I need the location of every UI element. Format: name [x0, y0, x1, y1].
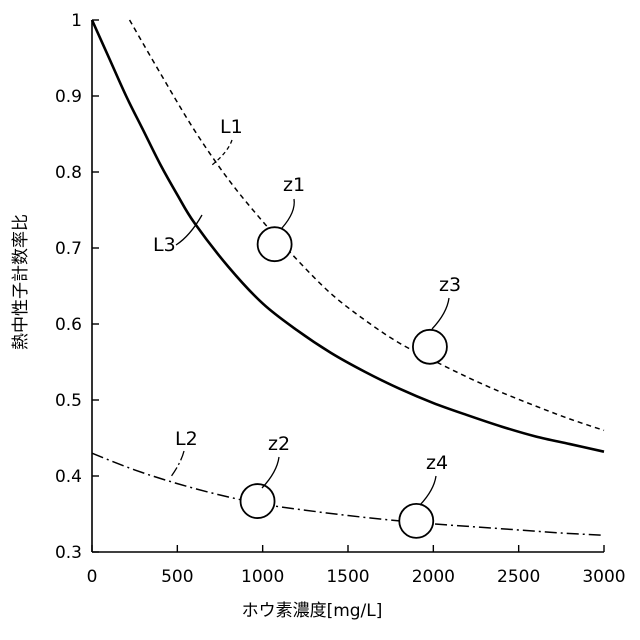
- leader-z2: [262, 457, 279, 488]
- y-tick-label: 0.4: [55, 467, 82, 487]
- y-axis-title: 熱中性子計数率比: [11, 214, 31, 350]
- x-tick-label: 1500: [326, 567, 369, 587]
- axes: 0 500 1000 1500 2000 2500 3000 0.3 0.4 0.5 0.6 0.7 0…: [55, 11, 626, 587]
- x-tick-label: 2500: [497, 567, 540, 587]
- label-z1: z1: [283, 174, 305, 196]
- markers: [241, 227, 447, 538]
- y-tick-label: 0.8: [55, 163, 82, 183]
- label-z2: z2: [268, 433, 290, 455]
- x-tick-label: 2000: [412, 567, 455, 587]
- x-tick-label: 500: [161, 567, 193, 587]
- leader-z1: [282, 199, 294, 228]
- y-tick-label: 0.7: [55, 239, 82, 259]
- y-tick-label: 0.6: [55, 315, 82, 335]
- x-tick-label: 3000: [582, 567, 625, 587]
- curve-l1: [130, 20, 604, 430]
- label-z4: z4: [426, 452, 448, 474]
- label-l3: L3: [153, 234, 176, 256]
- x-tick-label: 1000: [241, 567, 284, 587]
- marker-z1: [258, 227, 292, 261]
- curve-l2: [92, 453, 604, 535]
- label-l1: L1: [220, 116, 243, 138]
- leader-z3: [432, 298, 449, 329]
- x-axis-title: ホウ素濃度[mg/L]: [242, 601, 383, 621]
- label-l2: L2: [175, 428, 198, 450]
- label-z3: z3: [439, 274, 461, 296]
- leader-z4: [420, 476, 436, 505]
- leader-l2: [170, 451, 184, 478]
- y-tick-label: 0.5: [55, 391, 82, 411]
- annotations: z1 z2 z3 z4 L1 L2 L3: [153, 116, 461, 505]
- marker-z4: [399, 504, 433, 538]
- y-tick-label: 1: [71, 11, 82, 31]
- y-tick-label: 0.3: [55, 543, 82, 563]
- curves: [92, 20, 604, 535]
- x-tick-label: 0: [87, 567, 98, 587]
- y-tick-label: 0.9: [55, 87, 82, 107]
- marker-z3: [413, 330, 447, 364]
- marker-z2: [241, 484, 275, 518]
